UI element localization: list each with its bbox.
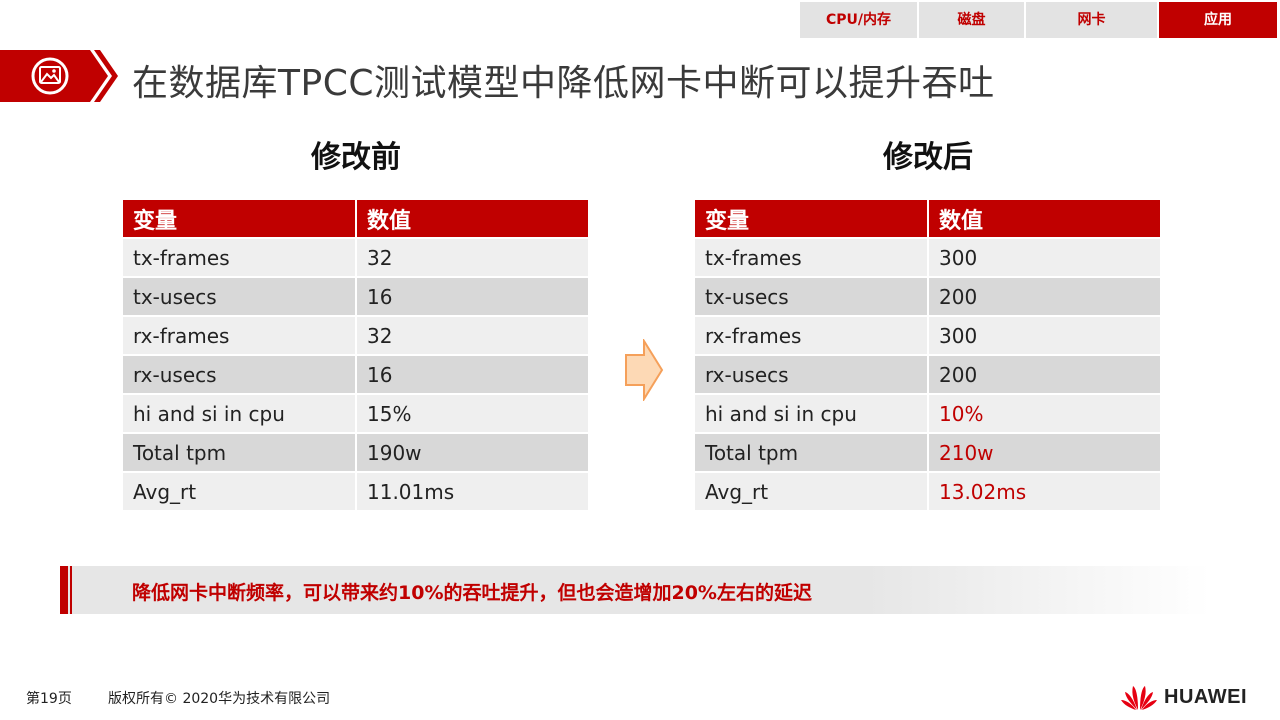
- table-row: tx-usecs 16: [123, 276, 590, 315]
- header-variable: 变量: [123, 200, 357, 237]
- value-cell-highlight: 13.02ms: [929, 471, 1162, 510]
- table-row: rx-frames 32: [123, 315, 590, 354]
- variable-cell: tx-usecs: [123, 276, 357, 315]
- variable-cell: rx-frames: [123, 315, 357, 354]
- summary-accent: [60, 566, 68, 614]
- table-row: hi and si in cpu 15%: [123, 393, 590, 432]
- value-cell: 32: [357, 315, 590, 354]
- value-cell: 300: [929, 315, 1162, 354]
- header-value: 数值: [929, 200, 1162, 237]
- header-value: 数值: [357, 200, 590, 237]
- variable-cell: hi and si in cpu: [123, 393, 357, 432]
- table-row: hi and si in cpu 10%: [695, 393, 1162, 432]
- tab-disk[interactable]: 磁盘: [919, 2, 1024, 38]
- table-row: tx-frames 300: [695, 237, 1162, 276]
- table-row: Total tpm 210w: [695, 432, 1162, 471]
- copyright: 版权所有© 2020华为技术有限公司: [108, 691, 331, 707]
- table-row: rx-usecs 200: [695, 354, 1162, 393]
- table-row: Avg_rt 13.02ms: [695, 471, 1162, 510]
- after-table: 变量 数值 tx-frames 300 tx-usecs 200 rx-frames…: [695, 200, 1162, 510]
- value-cell: 300: [929, 237, 1162, 276]
- before-title: 修改前: [311, 140, 401, 175]
- table-row: rx-frames 300: [695, 315, 1162, 354]
- top-nav: CPU/内存 磁盘 网卡 应用: [800, 2, 1279, 38]
- value-cell: 15%: [357, 393, 590, 432]
- page-number: 第19页: [26, 691, 72, 707]
- variable-cell: rx-usecs: [695, 354, 929, 393]
- variable-cell: Avg_rt: [695, 471, 929, 510]
- table-row: Avg_rt 11.01ms: [123, 471, 590, 510]
- table-header-row: 变量 数值: [123, 200, 590, 237]
- summary-accent-line: [70, 566, 72, 614]
- value-cell: 190w: [357, 432, 590, 471]
- variable-cell: rx-frames: [695, 315, 929, 354]
- table-row: tx-frames 32: [123, 237, 590, 276]
- brand-logo: HUAWEI: [1120, 682, 1247, 712]
- value-cell: 11.01ms: [357, 471, 590, 510]
- table-header-row: 变量 数值: [695, 200, 1162, 237]
- table-row: tx-usecs 200: [695, 276, 1162, 315]
- variable-cell: hi and si in cpu: [695, 393, 929, 432]
- variable-cell: Total tpm: [695, 432, 929, 471]
- table-row: Total tpm 190w: [123, 432, 590, 471]
- variable-cell: Avg_rt: [123, 471, 357, 510]
- summary-text: 降低网卡中断频率，可以带来约10%的吞吐提升，但也会造增加20%左右的延迟: [132, 582, 812, 604]
- header-variable: 变量: [695, 200, 929, 237]
- before-table: 变量 数值 tx-frames 32 tx-usecs 16 rx-frames 32…: [123, 200, 590, 510]
- tab-nic[interactable]: 网卡: [1026, 2, 1157, 38]
- value-cell: 16: [357, 354, 590, 393]
- right-arrow-icon: [625, 339, 664, 401]
- variable-cell: Total tpm: [123, 432, 357, 471]
- summary-bar: 降低网卡中断频率，可以带来约10%的吞吐提升，但也会造增加20%左右的延迟: [60, 566, 1210, 614]
- tab-application[interactable]: 应用: [1159, 2, 1277, 38]
- variable-cell: tx-frames: [123, 237, 357, 276]
- image-icon: [31, 57, 69, 95]
- value-cell: 200: [929, 354, 1162, 393]
- value-cell-highlight: 10%: [929, 393, 1162, 432]
- value-cell-highlight: 210w: [929, 432, 1162, 471]
- page-title: 在数据库TPCC测试模型中降低网卡中断可以提升吞吐: [132, 63, 995, 104]
- variable-cell: tx-usecs: [695, 276, 929, 315]
- title-chevron: [0, 50, 118, 102]
- brand-name: HUAWEI: [1164, 685, 1247, 708]
- table-row: rx-usecs 16: [123, 354, 590, 393]
- huawei-logo-icon: [1121, 686, 1157, 710]
- after-title: 修改后: [883, 140, 973, 175]
- variable-cell: rx-usecs: [123, 354, 357, 393]
- value-cell: 16: [357, 276, 590, 315]
- variable-cell: tx-frames: [695, 237, 929, 276]
- value-cell: 32: [357, 237, 590, 276]
- value-cell: 200: [929, 276, 1162, 315]
- tab-cpu-memory[interactable]: CPU/内存: [800, 2, 917, 38]
